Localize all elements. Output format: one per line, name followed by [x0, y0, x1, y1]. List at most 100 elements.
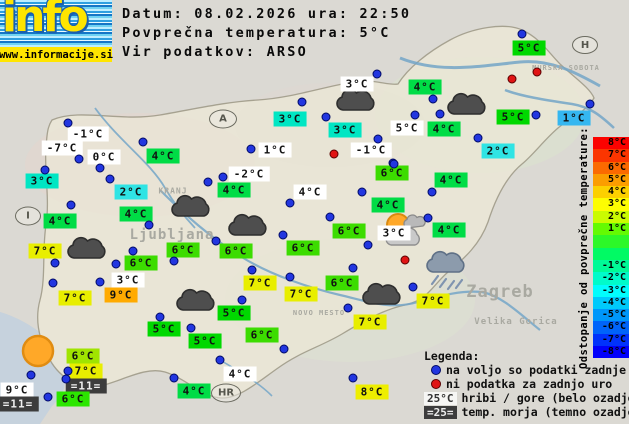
station-dot-blue: [155, 312, 165, 322]
scale-cell: 4°C: [593, 186, 629, 199]
scale-cell: -4°C: [593, 296, 629, 310]
station-dot-blue: [531, 110, 541, 120]
blue-dot-icon: [431, 365, 441, 375]
scale-cell: -3°C: [593, 284, 629, 297]
cloud-icon: [167, 190, 213, 224]
cloud-icon: [172, 284, 218, 318]
station-dot-blue: [428, 94, 438, 104]
station-dot-blue: [357, 187, 367, 197]
scale-title: Odstopanje od povprečne temperature:: [577, 127, 590, 369]
temperature-deviation-scale: 8°C 7°C 6°C 5°C 4°C 3°C 2°C 1°C -1°C -2°C -3°C -4°C…: [593, 137, 629, 359]
cloud-icon: [443, 88, 489, 122]
scale-cell: [593, 235, 629, 248]
red-dot-icon: [431, 379, 441, 389]
station-dot-blue: [215, 355, 225, 365]
station-dot-red: [329, 149, 339, 159]
temp-label: 3°C: [25, 173, 59, 189]
cloud-icon: [332, 84, 378, 118]
temp-label: -1°C: [67, 126, 109, 142]
city-label: MURSKA SOBOTA: [532, 64, 600, 72]
cloud-icon: [63, 232, 109, 266]
station-dot-blue: [186, 323, 196, 333]
temp-label: 0°C: [87, 149, 121, 165]
station-dot-blue: [278, 230, 288, 240]
temp-label: 8°C: [355, 384, 389, 400]
station-dot-blue: [237, 295, 247, 305]
scale-cell: 6°C: [593, 161, 629, 174]
station-dot-blue: [517, 29, 527, 39]
temp-label: 5°C: [147, 321, 181, 337]
temp-label: 5°C: [390, 120, 424, 136]
temp-label: 3°C: [377, 225, 411, 241]
temp-label: 6°C: [124, 255, 158, 271]
temp-label: 3°C: [111, 272, 145, 288]
country-badge-a: A: [209, 109, 237, 129]
temp-label: 4°C: [427, 121, 461, 137]
legend-item-no-data: ni podatka za zadnjo uro: [424, 377, 629, 391]
scale-cell: -8°C: [593, 346, 629, 359]
temp-label: 4°C: [434, 172, 468, 188]
station-dot-blue: [348, 373, 358, 383]
temp-label: =11=: [65, 378, 107, 394]
temp-label: 4°C: [371, 197, 405, 213]
sun-icon: [19, 332, 57, 374]
legend-item-available: na voljo so podatki zadnje ure: [424, 363, 629, 377]
station-dot-blue: [373, 134, 383, 144]
temp-label: 3°C: [328, 122, 362, 138]
station-dot-blue: [61, 374, 71, 384]
logo-wordmark: info: [2, 0, 89, 42]
country-badge-hr: HR: [211, 383, 241, 403]
temp-label: -7°C: [41, 140, 83, 156]
station-dot-blue: [203, 177, 213, 187]
station-dot-blue: [40, 165, 50, 175]
station-dot-blue: [410, 110, 420, 120]
legend-title: Legenda:: [424, 349, 480, 363]
station-dot-blue: [169, 256, 179, 266]
scale-cell: 2°C: [593, 210, 629, 224]
station-dot-red: [532, 67, 542, 77]
temp-label: 4°C: [119, 206, 153, 222]
station-dot-blue: [111, 259, 121, 269]
temp-label: 9°C: [0, 382, 34, 398]
station-dot-blue: [144, 220, 154, 230]
temp-label: 7°C: [28, 243, 62, 259]
temp-label: 7°C: [58, 290, 92, 306]
temp-label: 4°C: [432, 222, 466, 238]
city-label: Velika Gorica: [474, 317, 558, 327]
temp-label: 7°C: [243, 275, 277, 291]
station-dot-blue: [63, 118, 73, 128]
temp-label: -2°C: [228, 166, 270, 182]
temp-label: 9°C: [104, 287, 138, 303]
site-logo[interactable]: info www.informacije.si: [0, 0, 113, 62]
scale-cell: -7°C: [593, 333, 629, 347]
station-dot-blue: [473, 133, 483, 143]
temp-label: 4°C: [223, 366, 257, 382]
station-dot-blue: [128, 246, 138, 256]
temp-label: 6°C: [56, 391, 90, 407]
legend: Legenda: na voljo so podatki zadnje ure …: [424, 349, 629, 419]
temp-label: 5°C: [217, 305, 251, 321]
station-dot-blue: [43, 392, 53, 402]
temp-label: 4°C: [293, 184, 327, 200]
logo-url-link[interactable]: www.informacije.si: [0, 47, 113, 62]
station-dot-blue: [408, 282, 418, 292]
station-dot-blue: [343, 303, 353, 313]
city-label: NOVO MESTO: [292, 309, 346, 317]
temp-label: 5°C: [512, 40, 546, 56]
station-dot-blue: [363, 240, 373, 250]
cloud-icon: [224, 209, 270, 243]
header-date-line: Datum: 08.02.2026 ura: 22:50: [122, 6, 412, 22]
temp-label: 1°C: [557, 110, 591, 126]
temp-label: 4°C: [146, 148, 180, 164]
station-dot-blue: [66, 200, 76, 210]
station-dot-blue: [48, 278, 58, 288]
country-badge-h: H: [572, 36, 598, 54]
station-dot-blue: [74, 154, 84, 164]
station-dot-blue: [348, 263, 358, 273]
scale-cell: [593, 247, 629, 260]
header-avg-temp-line: Povprečna temperatura: 5°C: [122, 25, 391, 41]
legend-item-sea: =25= temp. morja (temno ozadje): [424, 405, 629, 419]
station-dot-blue: [169, 373, 179, 383]
station-dot-red: [400, 255, 410, 265]
